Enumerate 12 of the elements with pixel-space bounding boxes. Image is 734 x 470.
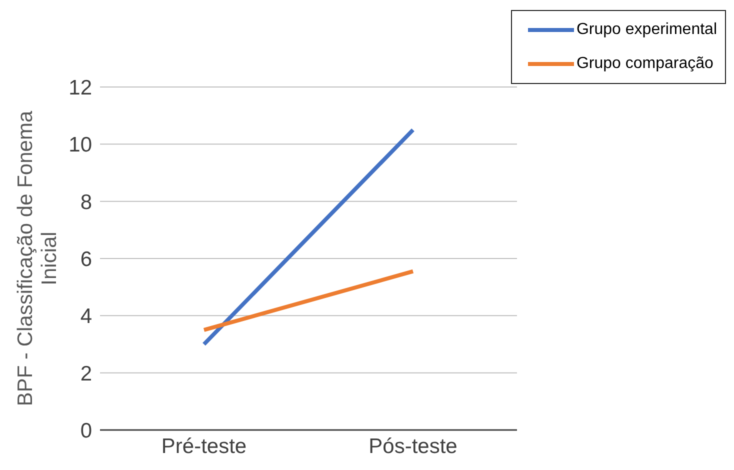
legend-label: Grupo comparação <box>576 54 714 74</box>
y-tick-label: 4 <box>80 305 92 328</box>
y-axis-title: BPF - Classificação de Fonema Inicial <box>14 110 61 406</box>
y-tick-label: 0 <box>80 419 92 442</box>
y-tick-label: 12 <box>68 76 92 100</box>
y-tick-label: 10 <box>68 134 92 157</box>
y-tick-label: 6 <box>80 248 92 271</box>
legend-label: Grupo experimental <box>576 20 717 40</box>
y-tick-label: 2 <box>80 362 92 386</box>
y-tick-label: 8 <box>80 190 92 214</box>
x-tick-label: Pós-teste <box>368 434 458 458</box>
x-tick-label: Pré-teste <box>161 434 247 458</box>
